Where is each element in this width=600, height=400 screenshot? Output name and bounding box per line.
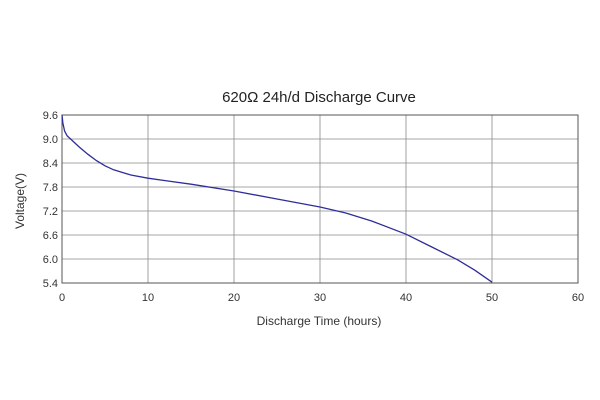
y-tick-label: 9.6 (43, 110, 58, 122)
series-line-voltage (61, 114, 493, 283)
y-tick-label: 7.2 (43, 206, 58, 218)
y-tick-label: 9.0 (43, 134, 58, 146)
y-tick-label: 7.8 (43, 182, 58, 194)
y-axis-label: Voltage(V) (13, 173, 27, 229)
x-tick-label: 60 (572, 292, 584, 304)
plot-frame (61, 114, 579, 284)
x-tick-label: 30 (314, 292, 326, 304)
x-tick-label: 20 (228, 292, 240, 304)
x-tick-label: 50 (486, 292, 498, 304)
y-tick-label: 6.6 (43, 230, 58, 242)
x-tick-label: 10 (142, 292, 154, 304)
y-tick-label: 8.4 (43, 158, 58, 170)
y-tick-label: 6.0 (43, 254, 58, 266)
y-tick-label: 5.4 (43, 278, 58, 290)
x-axis-label: Discharge Time (hours) (257, 314, 382, 328)
x-tick-label: 0 (59, 292, 65, 304)
x-tick-label: 40 (400, 292, 412, 304)
grid (62, 115, 578, 283)
tick-labels: 0 10 20 30 40 50 60 5.4 6.0 6.6 7.2 7.8 8.4 9.0 9.6 (43, 110, 584, 304)
chart-title: 620Ω 24h/d Discharge Curve (222, 89, 416, 106)
